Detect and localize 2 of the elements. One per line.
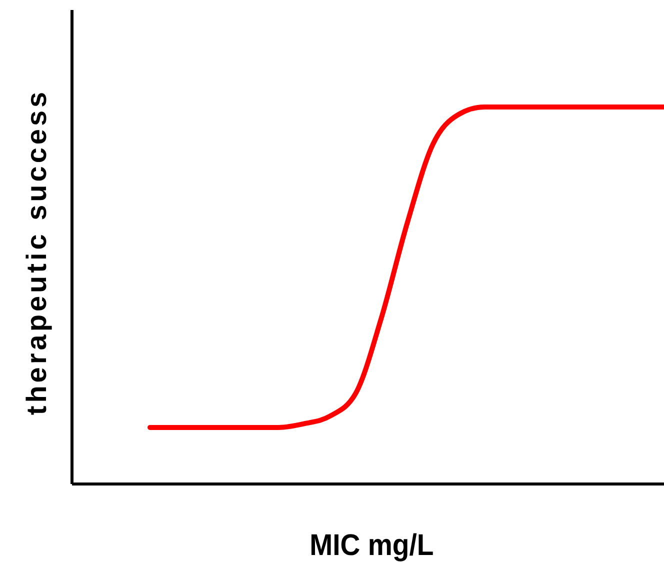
- x-axis-title: MIC mg/L: [310, 528, 434, 562]
- y-axis-title: therapeutic success: [21, 88, 52, 416]
